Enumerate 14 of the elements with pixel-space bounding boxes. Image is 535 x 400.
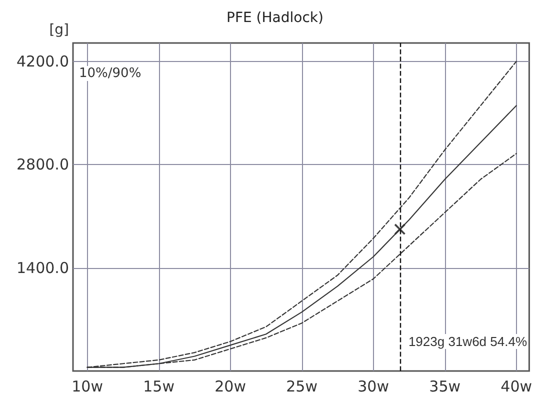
y-tick-label: 2800.0 <box>16 156 69 174</box>
annotation: 1923g 31w6d 54.4% <box>408 334 528 349</box>
x-tick-label: 25w <box>286 378 318 396</box>
chart-title: PFE (Hadlock) <box>226 10 324 26</box>
y-axis-title: [g] <box>49 22 69 38</box>
x-tick-label: 10w <box>72 378 103 396</box>
x-tick-label: 20w <box>214 378 246 396</box>
x-tick-label: 30w <box>358 378 389 396</box>
annotation: 10%/90% <box>79 66 142 81</box>
x-tick-label: 40w <box>500 378 532 396</box>
y-tick-label: 4200.0 <box>16 52 69 70</box>
x-tick-label: 15w <box>143 378 174 396</box>
x-tick-label: 35w <box>429 378 460 396</box>
y-tick-label: 1400.0 <box>16 258 69 277</box>
